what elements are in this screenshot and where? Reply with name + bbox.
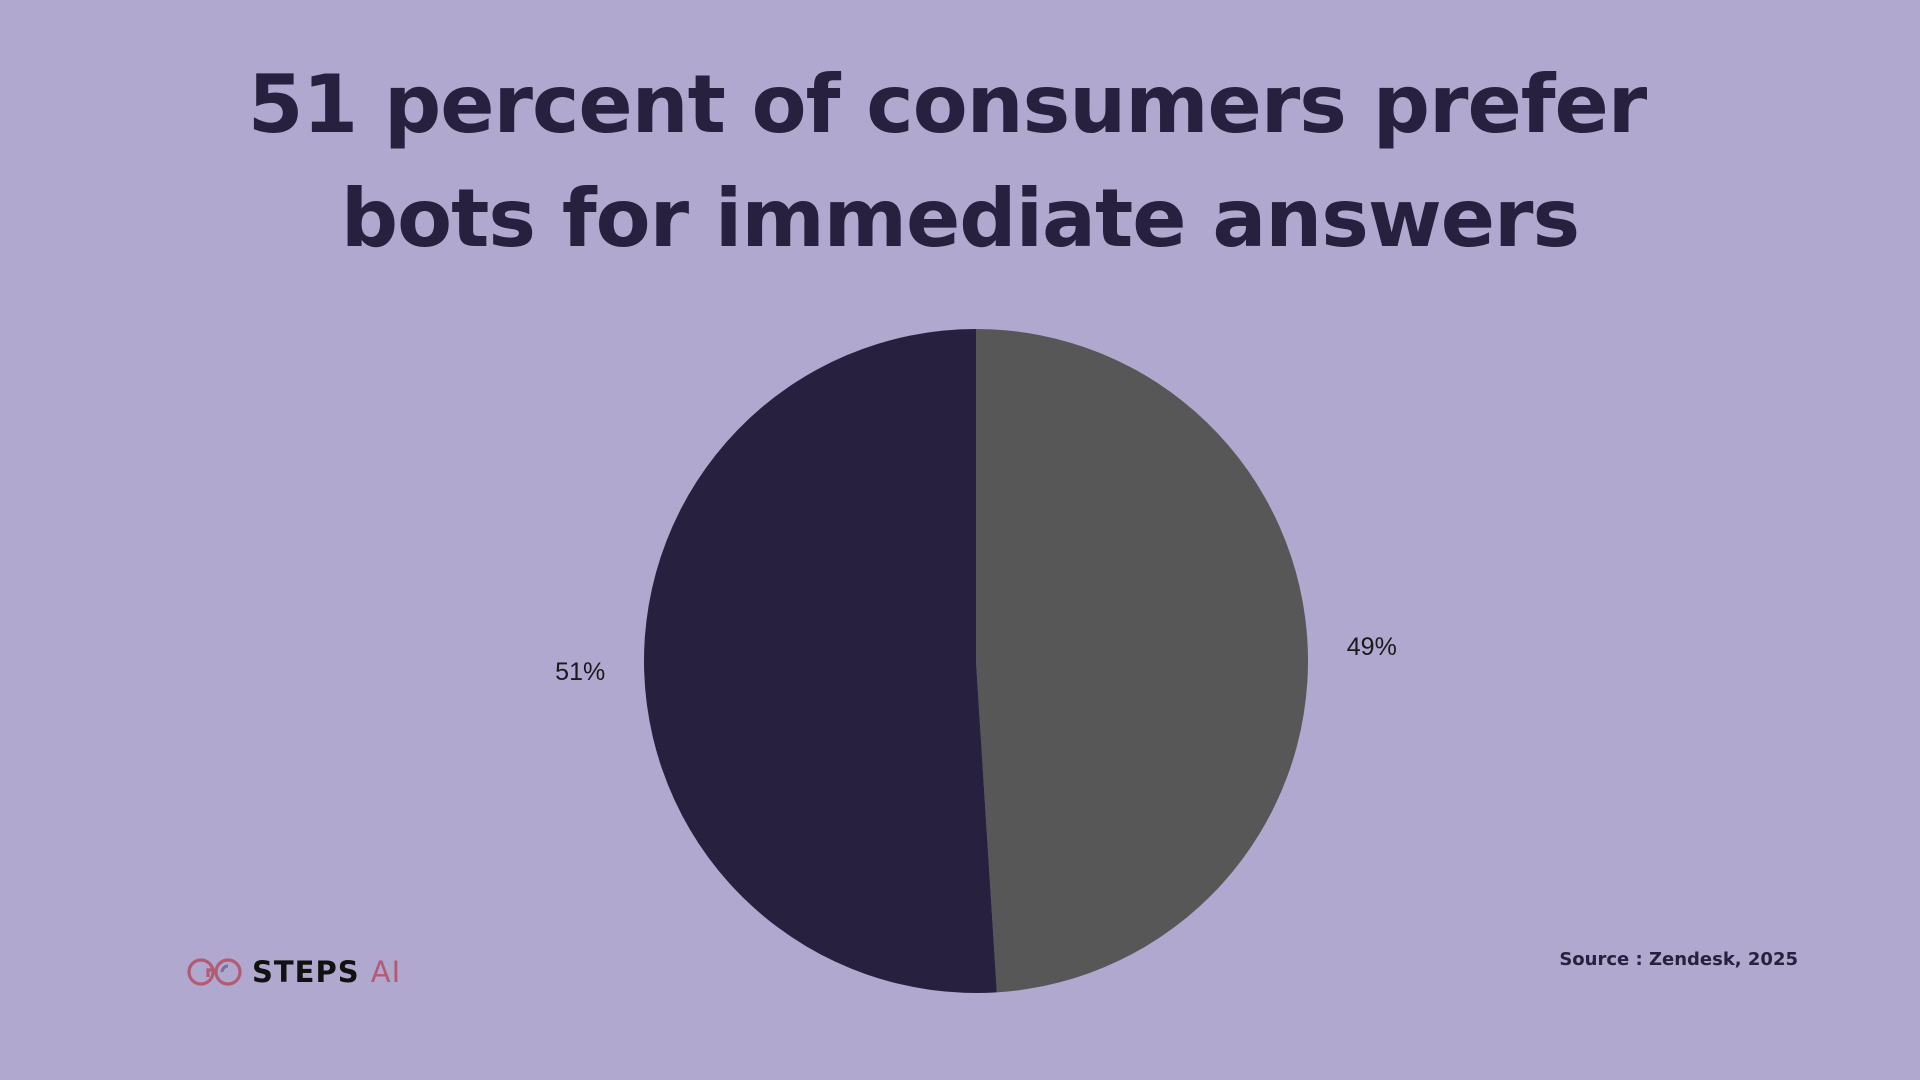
pie-slice-1 <box>643 329 997 994</box>
chart-title-line-1: 51 percent of consumers prefer <box>247 58 1647 151</box>
pie-label-0: 49% <box>1347 633 1397 661</box>
pie-label-1: 51% <box>555 658 605 686</box>
logo-wordmark: STEPS AI <box>252 955 401 989</box>
logo-name: STEPS <box>252 955 360 989</box>
chart-title-line-2: bots for immediate answers <box>340 172 1580 265</box>
pie-slice-0 <box>976 329 1308 993</box>
brand-logo: STEPS AI <box>186 955 401 989</box>
logo-accent: AI <box>370 955 402 989</box>
source-note: Source : Zendesk, 2025 <box>1559 949 1798 970</box>
chart-title: 51 percent of consumers prefer bots for … <box>0 48 1920 276</box>
logo-rings-icon <box>187 958 242 986</box>
